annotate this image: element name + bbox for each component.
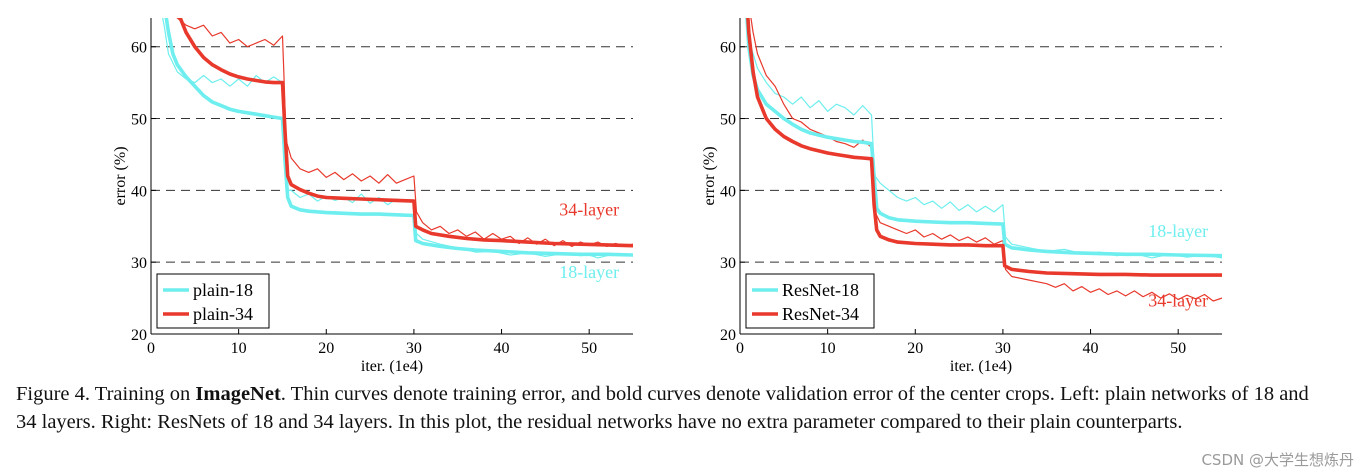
x-tick-label: 50 <box>1170 340 1186 357</box>
y-tick-label: 20 <box>720 327 736 344</box>
legend-label: plain-34 <box>193 304 253 324</box>
annotation-label: 18-layer <box>559 262 619 282</box>
caption-prefix: Figure 4. Training on <box>16 383 196 405</box>
x-axis-label: iter. (1e4) <box>361 358 423 375</box>
figure-charts: 20 30 40 50 60 0 10 20 30 40 50 iter. (1e4) error (%… <box>112 18 1222 375</box>
x-tick-label: 30 <box>406 340 422 357</box>
legend-label: ResNet-34 <box>782 304 859 324</box>
y-tick-label: 40 <box>131 183 147 200</box>
x-tick-label: 20 <box>318 340 334 357</box>
right-chart-resnet: 20 30 40 50 60 0 10 20 30 40 50 iter. (1e4) error (%… <box>701 18 1222 375</box>
legend-box <box>156 273 270 329</box>
x-tick-label: 10 <box>820 340 836 357</box>
x-tick-label: 40 <box>1083 340 1099 357</box>
legend-box <box>745 273 875 329</box>
legend-label: plain-18 <box>193 280 253 300</box>
x-tick-label: 40 <box>494 340 510 357</box>
y-axis-label: error (%) <box>701 146 718 205</box>
watermark-text: CSDN @大学生想炼丹 <box>1201 451 1354 469</box>
y-tick-label: 60 <box>720 40 736 57</box>
series-line-plain-18-val <box>164 18 633 257</box>
x-axis-label: iter. (1e4) <box>950 358 1012 375</box>
x-tick-label: 10 <box>231 340 247 357</box>
figure-caption: Figure 4. Training on ImageNet. Thin cur… <box>16 380 1326 436</box>
series-group <box>745 18 1222 302</box>
series-line-resnet-18-train <box>747 18 1222 259</box>
y-axis-label: error (%) <box>112 146 129 205</box>
x-tick-label: 20 <box>907 340 923 357</box>
annotation-label: 18-layer <box>1148 221 1208 241</box>
y-tick-label: 50 <box>720 112 736 129</box>
annotation-label: 34-layer <box>1148 291 1208 311</box>
caption-bold: ImageNet <box>195 383 281 405</box>
x-tick-label: 0 <box>147 340 155 357</box>
series-line-resnet-34-val <box>746 18 1222 277</box>
annotation-label: 34-layer <box>559 200 619 220</box>
left-chart-plain: 20 30 40 50 60 0 10 20 30 40 50 iter. (1e4) error (%… <box>112 18 633 375</box>
y-tick-label: 30 <box>720 255 736 272</box>
legend: plain-18 plain-34 <box>156 273 270 329</box>
x-tick-label: 50 <box>581 340 597 357</box>
legend: ResNet-18 ResNet-34 <box>745 273 875 329</box>
caption-rest: . Thin curves denote training error, and… <box>16 383 1309 433</box>
legend-label: ResNet-18 <box>782 280 859 300</box>
series-line-resnet-18-val <box>745 18 1222 258</box>
series-line-plain-34-val <box>178 18 633 248</box>
y-tick-label: 60 <box>131 40 147 57</box>
y-tick-label: 30 <box>131 255 147 272</box>
y-tick-label: 50 <box>131 112 147 129</box>
y-tick-label: 40 <box>720 183 736 200</box>
series-group <box>162 18 633 259</box>
x-tick-label: 0 <box>736 340 744 357</box>
series-line-plain-18-train <box>162 18 633 259</box>
x-tick-label: 30 <box>995 340 1011 357</box>
y-tick-label: 20 <box>131 327 147 344</box>
